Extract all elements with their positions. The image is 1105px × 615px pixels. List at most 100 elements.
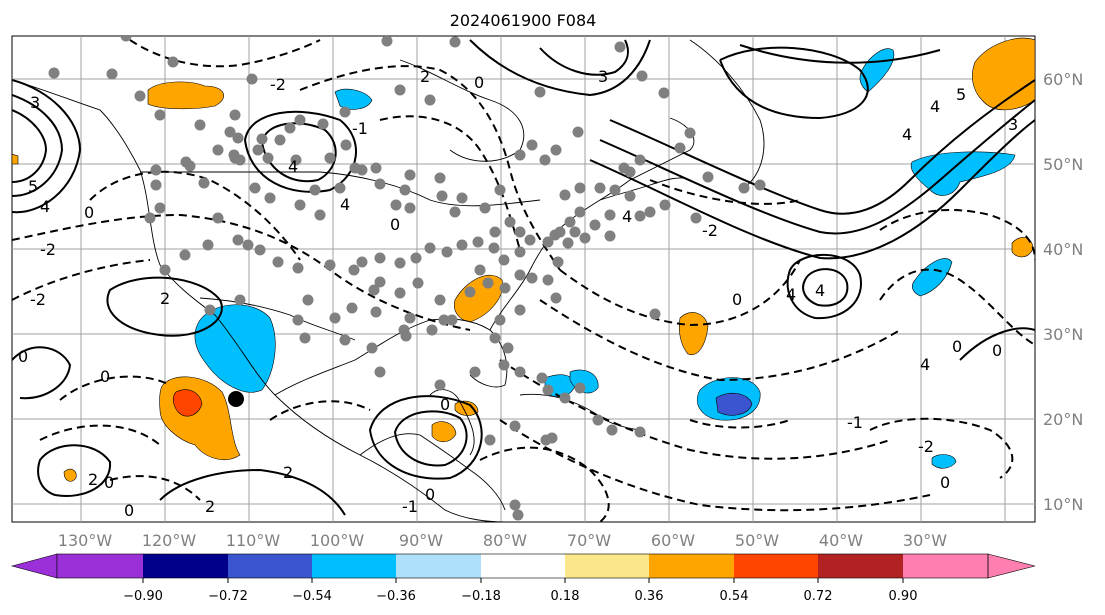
colorbar-bin bbox=[228, 554, 312, 578]
station-dot bbox=[154, 109, 166, 121]
station-dot bbox=[456, 239, 468, 251]
station-dot bbox=[536, 372, 548, 384]
station-dot bbox=[324, 152, 336, 164]
station-dot bbox=[184, 160, 196, 172]
station-dot bbox=[262, 152, 274, 164]
dash-contour-11 bbox=[879, 268, 1035, 346]
dash-contour-19 bbox=[689, 419, 791, 429]
dash-contour-4 bbox=[299, 65, 561, 271]
station-dot bbox=[488, 242, 500, 254]
x-tick-label: 120°W bbox=[142, 531, 197, 550]
station-dot bbox=[302, 294, 314, 306]
station-dot bbox=[446, 314, 458, 326]
station-dot bbox=[474, 264, 486, 276]
contour-label-m2c: -2 bbox=[270, 75, 286, 94]
station-dot bbox=[299, 332, 311, 344]
dash-contour-18 bbox=[649, 179, 801, 205]
contour-label-1a: 2 bbox=[88, 470, 98, 489]
station-dot bbox=[634, 210, 646, 222]
station-dot bbox=[542, 236, 554, 248]
station-dot bbox=[441, 246, 453, 258]
station-dot bbox=[540, 434, 552, 446]
station-dot bbox=[434, 172, 446, 184]
contour-label-3b: 3 bbox=[598, 67, 608, 86]
station-dot bbox=[594, 182, 606, 194]
station-dot bbox=[224, 126, 236, 138]
coast-central-america bbox=[359, 433, 506, 511]
coast-east bbox=[489, 117, 695, 331]
station-dot bbox=[424, 94, 436, 106]
station-dot bbox=[394, 287, 406, 299]
station-dot bbox=[390, 199, 402, 211]
station-dot bbox=[249, 182, 261, 194]
colorbar-tick-label: −0.36 bbox=[376, 589, 416, 604]
station-dot bbox=[618, 162, 630, 174]
dash-contour-14 bbox=[39, 424, 161, 446]
station-dot bbox=[482, 277, 494, 289]
contour-label-0h: 0 bbox=[390, 215, 400, 234]
x-tick-label: 100°W bbox=[310, 531, 365, 550]
colorbar-bin bbox=[481, 554, 565, 578]
station-dot bbox=[202, 239, 214, 251]
station-dot bbox=[334, 182, 346, 194]
station-dot bbox=[754, 179, 766, 191]
station-dot bbox=[738, 182, 750, 194]
colorbar-tick-label: 0.72 bbox=[804, 589, 833, 604]
station-dot bbox=[398, 324, 410, 336]
station-dot bbox=[329, 312, 341, 324]
station-dot bbox=[256, 133, 268, 145]
dash-contour-15 bbox=[269, 400, 371, 421]
colorbar: −0.90 −0.72 −0.54 −0.36 −0.18 0.18 0.36 0.54 0.7… bbox=[10, 553, 1036, 604]
us-canada-border bbox=[139, 171, 541, 207]
contour-label-2h: 4 bbox=[920, 355, 930, 374]
station-dot bbox=[574, 182, 586, 194]
colorbar-under-arrow bbox=[10, 553, 58, 579]
station-dot bbox=[634, 154, 646, 166]
colorbar-tick-label: 0.36 bbox=[635, 589, 664, 604]
x-tick-label: 90°W bbox=[399, 531, 443, 550]
station-dot bbox=[374, 252, 386, 264]
contour-label-2c: 4 bbox=[340, 195, 350, 214]
station-dot bbox=[232, 234, 244, 246]
station-dot bbox=[204, 304, 216, 316]
dash-contour-3 bbox=[12, 259, 151, 301]
station-dot bbox=[514, 366, 526, 378]
contour-label-0d: 0 bbox=[104, 473, 114, 492]
station-dot bbox=[292, 314, 304, 326]
station-dot bbox=[254, 244, 266, 256]
contour-label-1b: 2 bbox=[205, 497, 215, 516]
station-dot bbox=[294, 114, 306, 126]
dash-contour-9 bbox=[499, 419, 931, 512]
station-dot bbox=[479, 202, 491, 214]
station-dot bbox=[410, 252, 422, 264]
station-dot bbox=[370, 162, 382, 174]
station-dot bbox=[604, 230, 616, 242]
station-dot bbox=[514, 304, 526, 316]
station-dot bbox=[574, 206, 586, 218]
station-dot bbox=[658, 87, 670, 99]
station-dot bbox=[542, 384, 554, 396]
contour-label-m2e: -2 bbox=[918, 437, 934, 456]
station-dot bbox=[404, 312, 416, 324]
station-dot bbox=[609, 184, 621, 196]
x-axis-labels: 130°W 120°W 110°W 100°W 90°W 80°W 70°W 60°W 50°W… bbox=[58, 531, 947, 550]
coast-greenland bbox=[689, 39, 765, 191]
station-dot bbox=[292, 262, 304, 274]
x-tick-label: 50°W bbox=[735, 531, 779, 550]
colorbar-bin bbox=[903, 554, 988, 578]
station-dot bbox=[198, 177, 210, 189]
station-dot bbox=[120, 36, 132, 42]
colorbar-bin bbox=[312, 554, 396, 578]
contour-label-2f: 4 bbox=[815, 281, 825, 300]
colorbar-frame bbox=[56, 553, 989, 579]
station-dot bbox=[314, 209, 326, 221]
contour-north-1 bbox=[469, 39, 651, 97]
contour-label-0b: 0 bbox=[18, 347, 28, 366]
station-dot bbox=[394, 257, 406, 269]
station-dot bbox=[159, 264, 171, 276]
station-dot bbox=[472, 236, 484, 248]
contour-label-m1a: -1 bbox=[402, 497, 418, 516]
station-dot bbox=[232, 132, 244, 144]
colorbar-tick-label: 0.54 bbox=[720, 589, 749, 604]
